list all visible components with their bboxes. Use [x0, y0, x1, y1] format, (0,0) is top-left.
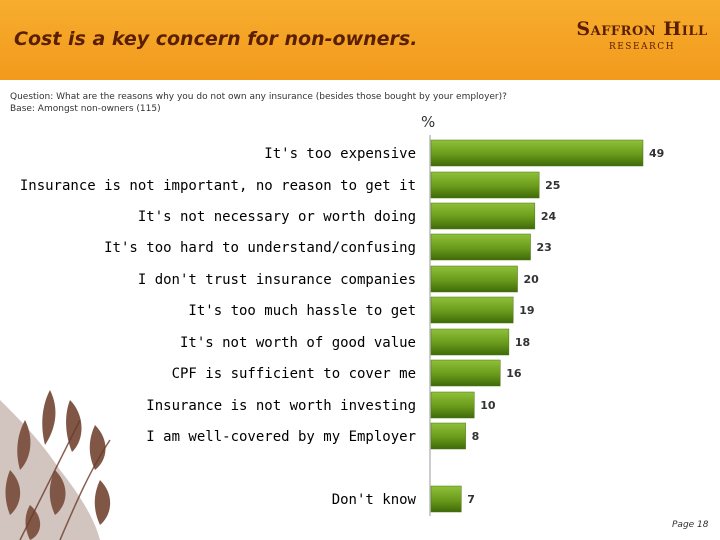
value-label: 18	[515, 336, 530, 349]
bar	[430, 485, 462, 513]
value-label: 16	[506, 367, 522, 380]
value-label: 49	[649, 147, 664, 160]
page-title: Cost is a key concern for non-owners.	[14, 28, 418, 50]
value-label: 23	[537, 241, 552, 254]
value-label: 8	[472, 430, 480, 443]
category-label: It's not worth of good value	[180, 335, 416, 351]
category-label: Don't know	[332, 492, 417, 508]
value-label: 20	[524, 273, 540, 286]
value-label: 24	[541, 210, 557, 223]
bar	[430, 422, 466, 450]
category-label: It's too hard to understand/confusing	[104, 240, 416, 256]
brand-name: Saffron Hill	[576, 18, 708, 40]
brand-logo: Saffron Hill research	[568, 18, 716, 53]
page-number: Page 18	[672, 520, 709, 530]
question-text: Question: What are the reasons why you d…	[10, 92, 507, 102]
bar	[430, 265, 518, 293]
percent-unit-label: %	[421, 113, 436, 131]
value-label: 19	[519, 304, 534, 317]
bar	[430, 202, 536, 230]
category-label: I don't trust insurance companies	[138, 272, 416, 288]
bar	[430, 359, 501, 387]
bar	[430, 233, 531, 261]
bar	[430, 139, 644, 167]
category-label: It's not necessary or worth doing	[138, 209, 416, 225]
bar	[430, 391, 475, 419]
bar	[430, 296, 514, 324]
bar	[430, 328, 510, 356]
value-label: 10	[480, 399, 496, 412]
category-label: It's too much hassle to get	[188, 303, 416, 319]
category-label: I am well-covered by my Employer	[146, 429, 416, 445]
base-text: Base: Amongst non-owners (115)	[10, 104, 161, 114]
value-label: 25	[545, 179, 560, 192]
value-label: 7	[467, 493, 475, 506]
brand-subtitle: research	[608, 38, 676, 53]
category-label: Insurance is not worth investing	[146, 398, 416, 414]
category-label: It's too expensive	[264, 146, 416, 162]
bar	[430, 171, 540, 199]
category-label: CPF is sufficient to cover me	[172, 366, 416, 382]
header-band: Cost is a key concern for non-owners. Sa…	[0, 0, 720, 80]
category-label: Insurance is not important, no reason to…	[20, 178, 416, 194]
